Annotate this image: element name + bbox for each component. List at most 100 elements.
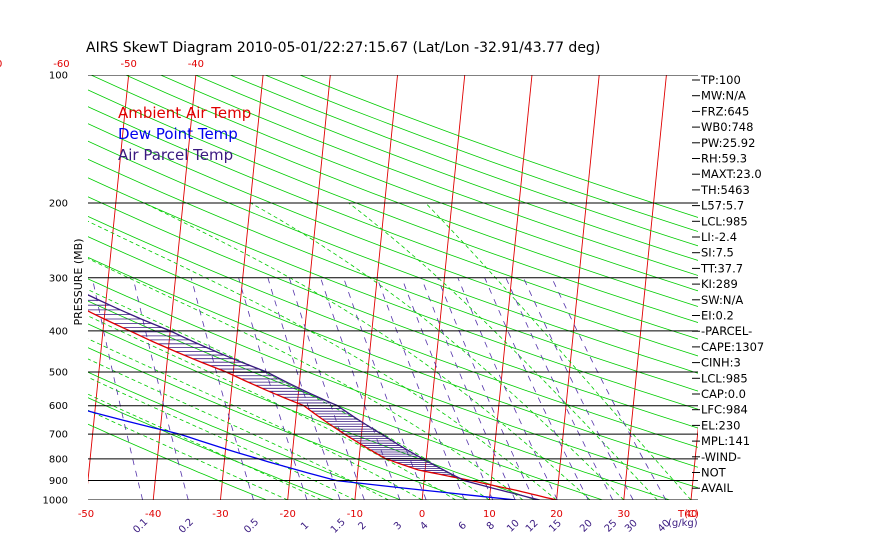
index-label: KI:289 — [701, 277, 738, 291]
pressure-tick-label: 800 — [49, 454, 68, 465]
legend-item: Ambient Air Temp — [118, 104, 251, 122]
dry-adiabat-line — [90, 75, 698, 307]
index-label: MW:N/A — [701, 89, 746, 103]
index-label: MAXT:23.0 — [701, 167, 762, 181]
isotherm-line — [758, 75, 801, 500]
isotherm-line — [825, 75, 868, 500]
dry-adiabat-line — [88, 323, 536, 500]
dry-adiabat-line — [88, 347, 469, 500]
top-temp-tick-label: -50 — [120, 59, 136, 70]
pressure-tick-label: 1000 — [43, 496, 68, 507]
index-label: CINH:3 — [701, 356, 741, 370]
pressure-tick-label: 900 — [49, 476, 68, 487]
dry-adiabat-line — [88, 371, 402, 500]
dry-adiabat-line — [88, 123, 698, 357]
bottom-temp-tick-label: 40 — [685, 509, 698, 520]
mixing-ratio-tick-label: 0.5 — [242, 517, 261, 536]
mixing-ratio-line — [343, 277, 427, 500]
bottom-temp-tick-label: -50 — [78, 509, 94, 520]
index-label: SI:7.5 — [701, 246, 734, 260]
index-label: RH:59.3 — [701, 152, 747, 166]
dew-point-line — [88, 410, 517, 500]
mixing-unit-label: (g/kg) — [668, 518, 698, 529]
moist-adiabat-line — [88, 409, 288, 500]
top-temp-tick-label: -40 — [188, 59, 204, 70]
mixing-ratio-tick-label: 0.2 — [177, 517, 196, 536]
dry-adiabat-line — [88, 196, 698, 429]
chart-title: AIRS SkewT Diagram 2010-05-01/22:27:15.6… — [86, 40, 600, 56]
index-label: TT:37.7 — [700, 261, 743, 275]
mixing-ratio-tick-label: 3 — [392, 520, 404, 532]
pressure-tick-label: 100 — [49, 71, 68, 82]
index-label: LCL:985 — [701, 371, 748, 385]
mixing-ratio-tick-label: 30 — [623, 518, 640, 535]
mixing-ratio-line — [267, 277, 341, 500]
isotherm-line — [488, 75, 533, 500]
dry-adiabat-line — [88, 89, 698, 323]
mixing-ratio-tick-label: 15 — [547, 518, 564, 535]
mixing-ratio-line — [320, 277, 401, 500]
index-label: EI:0.2 — [701, 309, 734, 323]
index-label: TH:5463 — [700, 183, 750, 197]
mixing-ratio-tick-label: 4 — [418, 520, 430, 532]
index-label: LFC:984 — [701, 403, 748, 417]
pressure-tick-label: 200 — [49, 198, 68, 209]
mixing-ratio-tick-label: 2 — [357, 520, 369, 532]
bottom-temp-tick-label: 30 — [617, 509, 630, 520]
index-label: CAPE:1307 — [701, 340, 764, 354]
moist-adiabat-line — [425, 202, 692, 500]
mixing-ratio-line — [457, 277, 558, 500]
dry-adiabat-line — [88, 215, 698, 448]
top-temp-tick-label: -70 — [0, 59, 2, 70]
isotherm-line — [421, 75, 466, 500]
legend: Ambient Air Temp Dew Point Temp Air Parcel… — [118, 104, 251, 164]
pressure-tick-label: 700 — [49, 430, 68, 441]
mixing-ratio-tick-label: 10 — [505, 518, 522, 535]
top-temp-tick-labels: -120-110-100-90-80-70-60-50-40 — [0, 59, 204, 70]
bottom-temp-tick-label: -40 — [145, 509, 161, 520]
mixing-ratio-line — [288, 277, 365, 500]
index-label: -WIND- — [701, 450, 741, 464]
bottom-temp-tick-label: -20 — [279, 509, 295, 520]
mixing-ratio-line — [523, 277, 634, 500]
pressure-tick-label: 300 — [49, 273, 68, 284]
bottom-temp-tick-label: -10 — [347, 509, 363, 520]
mixing-ratio-tick-label: 20 — [578, 518, 595, 535]
isotherm-line — [287, 75, 331, 500]
dry-adiabat-line — [160, 75, 698, 276]
index-label: CAP:0.0 — [701, 387, 746, 401]
dry-adiabat-line — [88, 106, 698, 340]
index-label: TP:100 — [700, 73, 741, 87]
pressure-tick-label: 600 — [49, 401, 68, 412]
isotherm-line — [623, 75, 667, 500]
dry-adiabat-line — [88, 423, 267, 500]
mixing-ratio-line — [551, 277, 667, 500]
mixing-ratio-line — [190, 277, 254, 500]
isotherm-line — [556, 75, 600, 500]
mixing-ratio-line — [91, 277, 143, 500]
mixing-ratio-tick-label: 12 — [524, 518, 541, 535]
mixing-ratio-tick-label: 25 — [603, 518, 620, 535]
mixing-ratio-tick-label: 8 — [485, 520, 497, 532]
plot-area — [88, 75, 868, 500]
dry-adiabat-line — [230, 75, 698, 247]
moist-adiabat-line — [88, 315, 456, 500]
pressure-tick-label: 500 — [49, 368, 68, 379]
bottom-temp-tick-labels: -50 -40 -30 -20 -10 0 10 20 30 40 — [78, 509, 698, 520]
bottom-temp-tick-label: -30 — [212, 509, 228, 520]
dry-adiabat-line — [125, 75, 698, 292]
y-axis-label: PRESSURE (MB) — [72, 239, 85, 326]
moist-adiabat-line — [88, 220, 557, 500]
index-label: SW:N/A — [701, 293, 743, 307]
index-label: FRZ:645 — [701, 104, 749, 118]
mixing-ratio-tick-label: 1.5 — [329, 517, 348, 536]
index-label: AVAIL — [701, 481, 734, 495]
dry-adiabat-line — [88, 397, 334, 500]
bottom-temp-tick-label: 0 — [419, 509, 425, 520]
moist-adiabat-line — [88, 393, 322, 500]
index-label: NOT — [701, 466, 727, 480]
dry-adiabat-line — [88, 278, 670, 500]
index-label: LI:-2.4 — [701, 230, 737, 244]
